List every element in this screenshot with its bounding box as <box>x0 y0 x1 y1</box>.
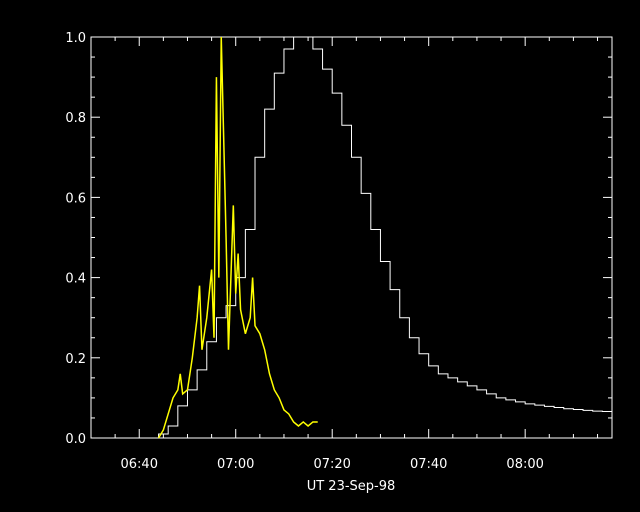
x-tick-label: 07:00 <box>217 457 254 472</box>
ticks <box>90 36 612 439</box>
series-layer <box>91 36 613 439</box>
y-tick-label: 0.2 <box>65 352 86 367</box>
y-tick-label: 0.0 <box>65 432 86 447</box>
plot-frame <box>90 36 613 439</box>
series-line-0 <box>91 36 613 439</box>
labels: 06:40 07:00 07:20 07:40 08:00 0.0 0.2 0.4 0.6 0.8… <box>65 31 544 472</box>
series-line-1 <box>157 36 318 439</box>
y-tick-label: 1.0 <box>65 31 86 46</box>
y-tick-label: 0.8 <box>65 111 86 126</box>
x-tick-label: 07:40 <box>410 457 447 472</box>
y-tick-label: 0.4 <box>65 272 86 287</box>
x-tick-label: 06:40 <box>121 457 158 472</box>
x-axis-title: UT 23-Sep-98 <box>307 479 396 494</box>
y-tick-label: 0.6 <box>65 191 86 206</box>
x-tick-label: 07:20 <box>313 457 350 472</box>
x-tick-label: 08:00 <box>506 457 543 472</box>
